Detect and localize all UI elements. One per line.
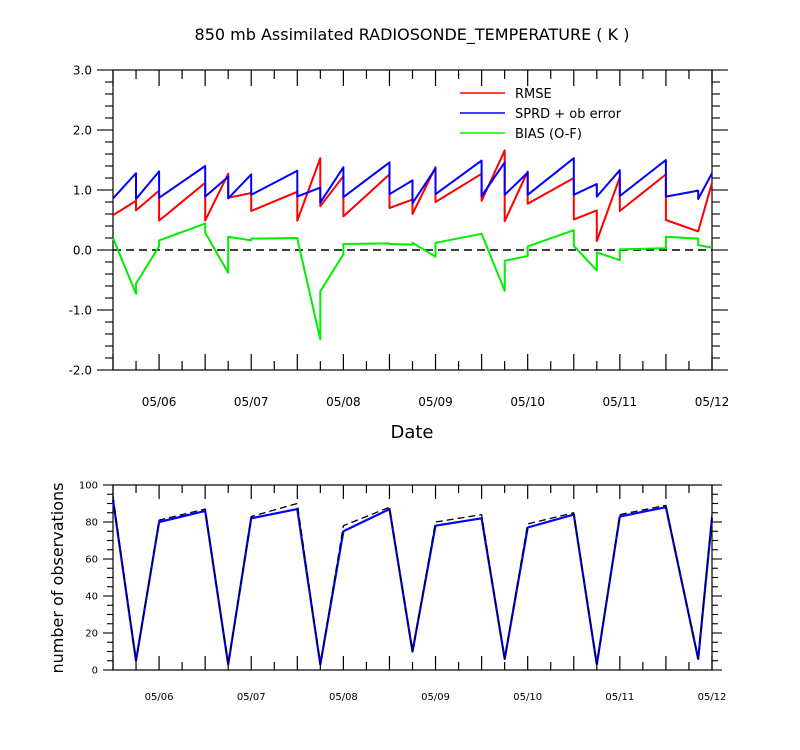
bottom-xtick-label: 05/11 (605, 692, 634, 703)
legend-label: SPRD + ob error (515, 107, 622, 122)
top-series-bias-o-f (112, 222, 713, 341)
top-ytick-label: 1.0 (73, 183, 92, 197)
top-xtick-label: 05/12 (695, 395, 730, 409)
top-xtick-label: 05/07 (234, 395, 269, 409)
top-ytick-label: -1.0 (69, 303, 92, 317)
top-xtick-label: 05/11 (603, 395, 638, 409)
bottom-ytick-label: 60 (85, 555, 98, 566)
bottom-xtick-label: 05/10 (513, 692, 542, 703)
legend-label: RMSE (515, 87, 552, 102)
top-xtick-label: 05/10 (510, 395, 545, 409)
legend-label: BIAS (O-F) (515, 127, 582, 142)
top-chart-xlabel: Date (390, 422, 433, 443)
bottom-series-possible (112, 496, 713, 666)
top-ytick-label: 3.0 (73, 63, 92, 77)
bottom-plot-frame (112, 484, 713, 671)
bottom-series-assimilated (111, 499, 714, 666)
top-xtick-label: 05/09 (418, 395, 453, 409)
bottom-xtick-label: 05/09 (421, 692, 450, 703)
bottom-chart-ylabel: number of observations (48, 483, 67, 674)
bottom-xtick-label: 05/06 (145, 692, 174, 703)
top-ytick-label: 2.0 (73, 123, 92, 137)
bottom-ytick-label: 100 (79, 481, 98, 492)
top-chart: 05/06 05/07 05/08 05/09 05/10 05/11 05/12 -2.0 -… (69, 63, 730, 409)
bottom-ytick-label: 80 (85, 518, 98, 529)
bottom-ytick-label: 0 (92, 666, 98, 677)
top-ytick-label: 0.0 (73, 243, 92, 257)
bottom-xtick-label: 05/07 (237, 692, 266, 703)
bottom-xtick-label: 05/08 (329, 692, 358, 703)
bottom-ytick-label: 20 (85, 629, 98, 640)
top-xtick-label: 05/06 (142, 395, 177, 409)
bottom-xtick-label: 05/12 (698, 692, 727, 703)
top-plot-frame (112, 69, 713, 371)
bottom-ytick-label: 40 (85, 592, 98, 603)
top-ytick-label: -2.0 (69, 363, 92, 377)
top-chart-title: 850 mb Assimilated RADIOSONDE_TEMPERATUR… (195, 25, 630, 45)
bottom-chart: 05/06 05/07 05/08 05/09 05/10 05/11 05/12 0 20 40… (79, 481, 727, 703)
top-xtick-label: 05/08 (326, 395, 361, 409)
top-series-sprd-ob-error (112, 157, 713, 205)
